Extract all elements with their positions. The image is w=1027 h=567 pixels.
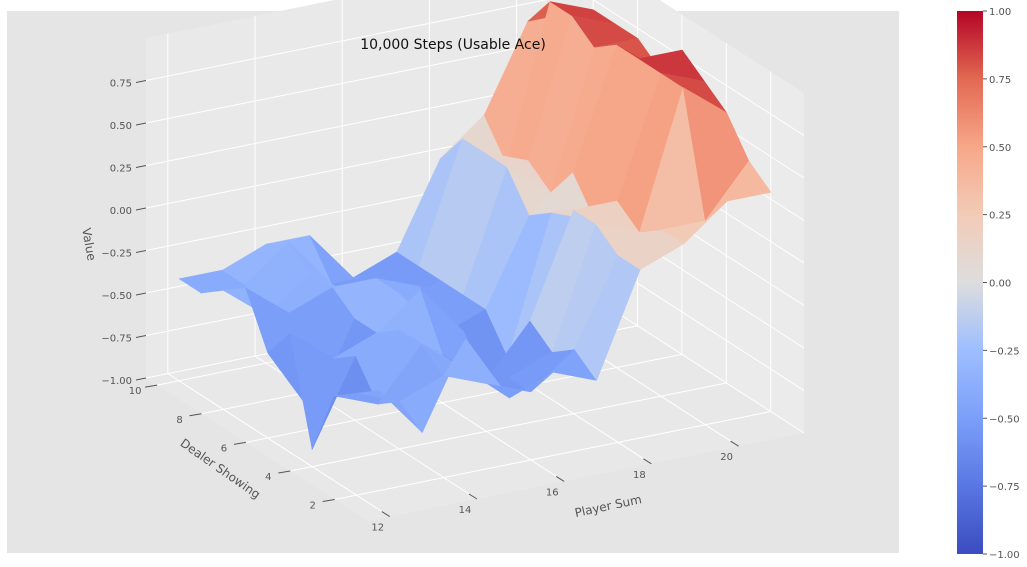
z-tick-mark [135,250,147,253]
x-tick-mark [381,511,391,518]
y-tick-label: 4 [265,472,271,483]
z-tick-label: −0.75 [101,334,132,345]
grid-line-y-floor [334,411,771,501]
x-tick-mark [555,475,565,482]
x-tick-label: 20 [720,452,733,463]
axis-ticks: 12 14 16 18 20 2 4 6 8 10−1.00 −0.75 −0.50 −0.25 0.00… [101,79,739,534]
colorbar-tick-label: −0.75 [989,482,1020,493]
z-tick-label: −1.00 [101,376,132,387]
grid-line-z-side [592,0,805,136]
z-tick-label: −0.50 [101,291,132,302]
colorbar-tick-label: −1.00 [989,550,1020,561]
z-tick-mark [135,165,147,168]
colorbar-gradient [957,11,983,554]
surface-cell-0-8 [705,160,772,221]
z-tick-mark [135,207,147,211]
grid-line-z-back [145,34,583,124]
z-tick-label: 0.25 [110,164,132,175]
x-tick-label: 14 [459,505,472,516]
y-tick-mark [145,384,158,388]
colorbar-tick-label: 0.75 [989,75,1011,86]
y-tick-mark [322,499,335,503]
z-tick-mark [135,80,147,83]
grid-line-z-back [145,0,548,81]
colorbar: −1.00 −0.75 −0.50 −0.25 0.00 0.25 0.50 0.75 1.00 [957,7,1020,561]
grid-line-y-floor [290,382,727,472]
y-tick-label: 10 [129,386,142,397]
colorbar-tick-label: 1.00 [989,7,1011,18]
z-tick-mark [135,292,147,296]
y-tick-label: 6 [221,443,227,454]
x-tick-label: 18 [633,470,646,481]
colorbar-tick-label: 0.25 [989,211,1011,222]
z-tick-label: 0.75 [110,79,132,90]
y-tick-mark [278,470,291,474]
z-tick-mark [135,335,147,338]
chart-title: 10,000 Steps (Usable Ace) [360,37,546,53]
z-tick-label: −0.25 [101,249,132,260]
z-tick-label: 0.00 [110,206,132,217]
y-tick-label: 2 [310,501,316,512]
grid-line-x-floor [167,373,391,518]
colorbar-tick-label: 0.00 [989,279,1011,290]
x-tick-mark [643,458,652,465]
x-tick-label: 12 [371,523,384,534]
x-tick-mark [468,493,478,500]
z-axis-label: Value [79,227,99,262]
y-tick-mark [189,413,202,417]
x-tick-mark [730,440,739,447]
colorbar-tick-label: −0.50 [989,414,1020,425]
z-tick-label: 0.50 [110,121,132,132]
y-tick-mark [233,441,246,445]
x-axis-label: Player Sum [573,492,643,520]
y-tick-label: 8 [176,415,182,426]
z-tick-mark [135,377,147,381]
surface-mesh [178,1,772,451]
colorbar-tick-label: −0.25 [989,346,1020,357]
colorbar-tick-label: 0.50 [989,143,1011,154]
x-tick-label: 16 [546,487,559,498]
z-tick-mark [135,122,147,126]
